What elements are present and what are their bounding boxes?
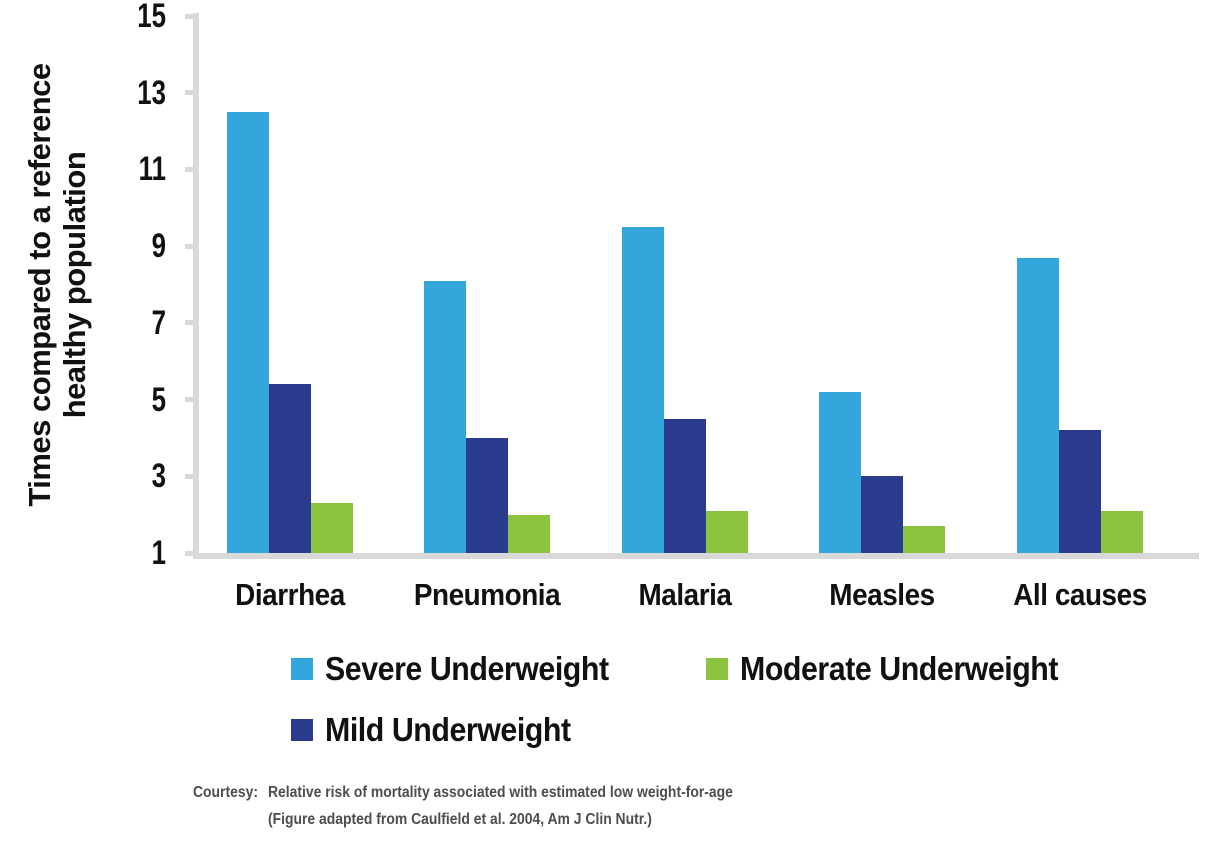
- y-tick-label-1: 1: [151, 534, 166, 572]
- y-tick-mark-5: [185, 397, 194, 403]
- y-tick-mark-3: [185, 473, 194, 479]
- y-axis-line: [193, 13, 199, 559]
- bar-malaria-mild-underweight: [663, 418, 706, 553]
- y-tick-label-15: 15: [137, 0, 166, 35]
- y-tick-label-7: 7: [151, 303, 166, 342]
- x-label-diarrhea: Diarrhea: [235, 577, 345, 612]
- legend-item-mild-underweight: Mild Underweight: [291, 711, 592, 748]
- bar-diarrhea-mild-underweight: [269, 384, 311, 553]
- bar-malaria-severe-underweight: [621, 226, 664, 553]
- courtesy-line1: Relative risk of mortality associated wi…: [267, 784, 733, 801]
- courtesy-line2: (Figure adapted from Caulfield et al. 20…: [267, 811, 652, 828]
- courtesy-note: Courtesy: Relative risk of mortality ass…: [193, 779, 802, 833]
- x-label-malaria: Malaria: [638, 577, 732, 612]
- x-axis-line: [193, 553, 1199, 559]
- bar-diarrhea-severe-underweight: [227, 111, 269, 553]
- legend-swatch-mild-underweight: [291, 719, 313, 741]
- y-tick-label-13: 13: [137, 73, 166, 112]
- bar-pneumonia-mild-underweight: [466, 437, 509, 553]
- y-axis-title-line2: healthy population: [57, 151, 92, 419]
- bar-all-causes-severe-underweight: [1016, 257, 1059, 553]
- y-tick-mark-7: [185, 320, 194, 326]
- legend-swatch-moderate-underweight: [706, 658, 728, 680]
- courtesy-text: Relative risk of mortality associated wi…: [268, 779, 733, 833]
- bar-pneumonia-moderate-underweight: [508, 514, 551, 553]
- bar-measles-mild-underweight: [861, 476, 904, 553]
- x-label-measles: Measles: [829, 577, 935, 612]
- y-axis-title-line1: Times compared to a reference: [22, 63, 57, 507]
- courtesy-label: Courtesy:: [193, 784, 258, 801]
- bar-measles-moderate-underweight: [903, 526, 946, 553]
- bar-all-causes-moderate-underweight: [1100, 510, 1143, 553]
- y-tick-label-11: 11: [138, 150, 166, 189]
- bar-all-causes-mild-underweight: [1058, 430, 1101, 553]
- y-tick-mark-1: [185, 550, 194, 556]
- y-axis-title: Times compared to a reference healthy po…: [22, 5, 92, 565]
- bar-malaria-moderate-underweight: [705, 510, 748, 553]
- y-tick-mark-9: [185, 243, 194, 249]
- y-tick-mark-11: [185, 166, 194, 172]
- y-tick-mark-13: [185, 90, 194, 96]
- y-tick-label-9: 9: [151, 227, 166, 266]
- y-tick-label-3: 3: [151, 457, 166, 496]
- legend-item-severe-underweight: Severe Underweight: [291, 650, 633, 687]
- bar-diarrhea-moderate-underweight: [311, 503, 353, 553]
- y-tick-label-5: 5: [151, 380, 166, 419]
- legend-label-mild-underweight: Mild Underweight: [325, 711, 571, 748]
- x-label-pneumonia: Pneumonia: [414, 577, 561, 612]
- legend-item-moderate-underweight: Moderate Underweight: [706, 650, 1086, 687]
- legend-label-moderate-underweight: Moderate Underweight: [740, 650, 1059, 687]
- x-label-all-causes: All causes: [1012, 577, 1147, 612]
- y-tick-mark-15: [185, 13, 194, 19]
- bar-measles-severe-underweight: [819, 391, 862, 553]
- legend-label-severe-underweight: Severe Underweight: [325, 650, 609, 687]
- bar-pneumonia-severe-underweight: [424, 280, 467, 553]
- legend-swatch-severe-underweight: [291, 658, 313, 680]
